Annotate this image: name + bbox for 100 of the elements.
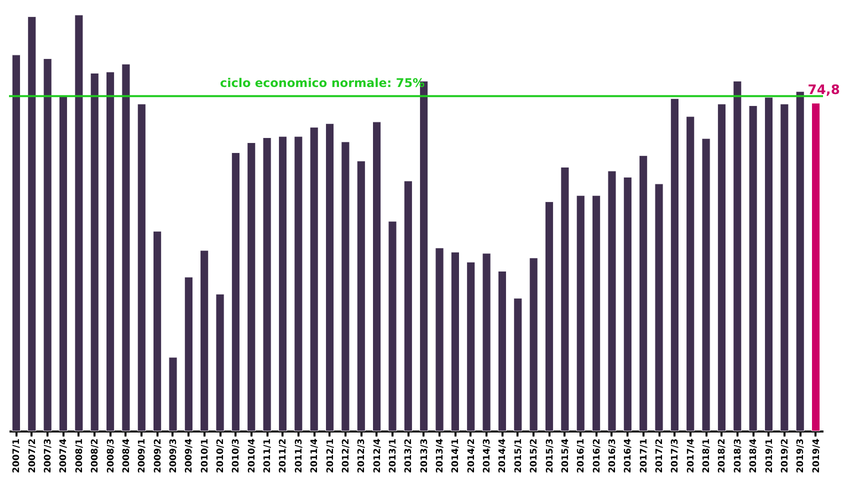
bar — [388, 221, 397, 432]
bar — [435, 248, 444, 432]
bar — [654, 184, 664, 432]
bar — [529, 258, 538, 432]
bar — [231, 152, 240, 432]
bar — [686, 116, 695, 432]
x-tick-label: 2014/2 — [466, 438, 477, 474]
bar — [74, 14, 84, 432]
bar — [200, 250, 209, 432]
x-tick-label: 2016/1 — [576, 438, 587, 474]
x-tick-label: 2016/3 — [608, 438, 618, 474]
bar — [43, 58, 52, 432]
bar — [247, 142, 256, 432]
x-tick-label: 2013/1 — [388, 438, 398, 474]
x-tick-label: 2015/3 — [545, 438, 556, 474]
bar — [310, 127, 318, 432]
bar — [811, 102, 820, 432]
bar — [702, 138, 710, 432]
x-tick-label: 2009/2 — [153, 438, 164, 474]
bar — [780, 104, 789, 432]
x-tick-label: 2019/2 — [780, 438, 790, 474]
bar — [514, 298, 522, 432]
x-tick-label: 2007/3 — [44, 438, 54, 474]
x-tick-label: 2008/1 — [74, 438, 85, 474]
bar — [623, 176, 632, 432]
bar — [482, 253, 491, 432]
x-tick-label: 2013/3 — [420, 438, 430, 474]
x-tick-label: 2018/3 — [733, 438, 744, 474]
x-tick-label: 2017/3 — [670, 438, 681, 474]
x-tick-label: 2011/1 — [263, 438, 274, 474]
x-tick-label: 2011/3 — [294, 438, 304, 474]
bar — [216, 294, 224, 432]
annotation: 74,8 — [808, 83, 840, 98]
x-tick-label: 2018/2 — [718, 438, 728, 474]
x-tick-label: 2015/4 — [560, 438, 571, 474]
x-tick-label: 2013/4 — [436, 438, 446, 474]
bar — [733, 80, 742, 432]
x-tick-label: 2012/4 — [372, 438, 383, 474]
x-tick-label: 2013/2 — [404, 438, 414, 474]
x-tick-label: 2007/4 — [59, 438, 70, 474]
x-tick-label: 2015/2 — [530, 438, 540, 474]
bar — [106, 72, 115, 432]
x-tick-label: 2010/2 — [216, 438, 226, 474]
bar — [466, 262, 476, 432]
bar — [90, 72, 99, 432]
x-tick-label: 2017/2 — [655, 438, 666, 474]
bar — [544, 202, 554, 432]
bar — [341, 142, 350, 432]
x-tick-label: 2012/1 — [326, 438, 336, 474]
x-tick-label: 2018/4 — [749, 438, 760, 474]
bar — [717, 104, 726, 432]
bar — [356, 160, 366, 432]
x-tick-label: 2019/4 — [812, 438, 822, 474]
x-tick-label: 2014/3 — [482, 438, 493, 474]
bar — [498, 271, 507, 432]
bar — [153, 231, 162, 432]
x-tick-label: 2016/4 — [624, 438, 634, 474]
annotation: ciclo economico normale: 75% — [220, 76, 425, 90]
bar — [262, 137, 272, 432]
x-tick-label: 2012/2 — [341, 438, 352, 474]
x-tick-label: 2007/1 — [12, 438, 22, 474]
bar — [592, 195, 601, 432]
x-tick-label: 2010/3 — [232, 438, 242, 474]
bar — [58, 96, 68, 432]
bar — [168, 357, 178, 432]
x-tick-label: 2011/4 — [310, 438, 320, 474]
x-tick-label: 2008/2 — [90, 438, 101, 474]
x-tick-label: 2018/1 — [702, 438, 712, 474]
bar — [764, 97, 774, 432]
bar — [796, 91, 804, 432]
x-tick-label: 2014/4 — [498, 438, 508, 474]
bar — [294, 136, 303, 432]
bar — [372, 122, 382, 432]
x-tick-label: 2008/4 — [122, 438, 132, 474]
x-tick-label: 2019/1 — [764, 438, 775, 474]
bar — [639, 155, 648, 432]
bar — [122, 64, 130, 432]
x-tick-label: 2019/3 — [796, 438, 806, 474]
bar — [137, 104, 146, 432]
bar — [670, 98, 679, 432]
x-tick-label: 2012/3 — [357, 438, 368, 474]
bar — [12, 54, 21, 432]
x-tick-label: 2010/1 — [200, 438, 210, 474]
bar — [560, 167, 570, 432]
x-tick-label: 2011/2 — [278, 438, 289, 474]
bar — [748, 105, 758, 432]
x-tick-label: 2017/1 — [639, 438, 650, 474]
x-tick-label: 2016/2 — [592, 438, 602, 474]
x-tick-label: 2010/4 — [247, 438, 258, 474]
bar — [28, 16, 36, 432]
bar — [404, 180, 412, 432]
bar — [576, 195, 585, 432]
bar — [450, 252, 460, 432]
x-tick-label: 2007/2 — [28, 438, 38, 474]
x-tick-label: 2009/1 — [138, 438, 148, 474]
x-tick-label: 2008/3 — [106, 438, 116, 474]
bar — [608, 170, 616, 432]
x-tick-label: 2017/4 — [686, 438, 696, 474]
x-tick-label: 2009/3 — [168, 438, 179, 474]
bar — [278, 136, 288, 432]
